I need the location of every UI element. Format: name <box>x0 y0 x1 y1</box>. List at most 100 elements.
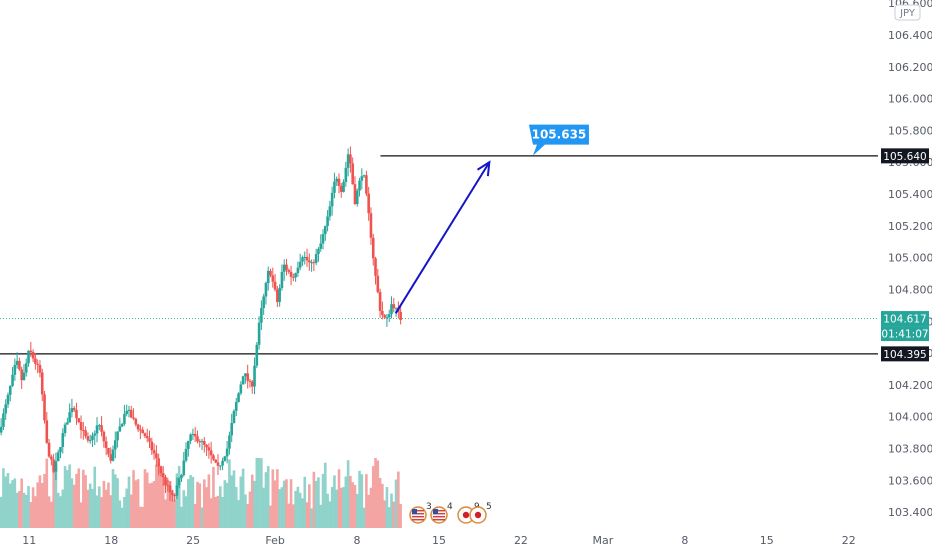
candle-body <box>218 465 222 467</box>
volume-bar <box>305 502 309 528</box>
candle-body <box>310 262 313 264</box>
volume-bar <box>335 489 339 528</box>
price-axis[interactable]: 106.600106.400106.200106.000105.800105.6… <box>881 0 932 519</box>
current-price-tag[interactable] <box>881 311 929 327</box>
candle-body <box>328 206 332 217</box>
candle-body <box>207 447 211 451</box>
volume-bar <box>230 475 234 528</box>
candle-body <box>127 409 131 412</box>
event-marker[interactable]: 3 <box>409 502 432 524</box>
volume-bar <box>182 490 186 528</box>
volume-bar <box>45 458 49 528</box>
volume-bar <box>54 463 58 528</box>
candle-body <box>84 430 87 437</box>
volume-bar <box>358 470 361 528</box>
candle-body <box>269 270 272 276</box>
candle-body <box>303 256 307 258</box>
volume-bar <box>148 483 151 528</box>
volume-bar <box>38 475 42 528</box>
candle-body <box>93 433 97 436</box>
volume-bar <box>139 506 142 528</box>
volume-bar <box>278 489 281 528</box>
flag-sun <box>462 511 470 519</box>
volume-bar <box>157 462 160 528</box>
volume-bar <box>177 465 181 528</box>
candle-body <box>278 287 281 302</box>
level-tag-lower[interactable] <box>881 346 929 362</box>
volume-bar <box>40 482 44 528</box>
candle-body <box>335 178 339 182</box>
candle-body <box>399 311 402 320</box>
candle-body <box>152 450 156 454</box>
flag-canton <box>412 509 417 514</box>
price-callout[interactable] <box>528 124 589 156</box>
volume-bar <box>390 493 393 528</box>
volume-bar <box>237 500 240 528</box>
candle-body <box>230 422 234 436</box>
candle-body <box>241 376 245 385</box>
volume-bar <box>321 473 325 528</box>
volume-bar <box>351 482 354 528</box>
event-marker[interactable]: 5 <box>469 502 492 524</box>
volume-bar <box>100 497 103 528</box>
volume-bar <box>175 473 179 528</box>
volume-bar <box>27 486 30 528</box>
time-tick-label: 22 <box>842 534 856 547</box>
candle-body <box>285 264 288 270</box>
time-tick-label: 25 <box>186 534 200 547</box>
volume-bar <box>34 496 37 528</box>
candle-body <box>120 423 124 427</box>
time-axis[interactable]: 11 18 25 Feb 8 15 22 Mar 8 15 22 <box>22 534 855 547</box>
candle-body <box>209 450 213 456</box>
volume-bar <box>141 507 144 528</box>
projection-arrow[interactable] <box>394 161 491 314</box>
flag-stripe <box>433 516 445 518</box>
currency-badge[interactable] <box>894 4 921 21</box>
current-price-tag-label: 104.617 <box>883 314 926 326</box>
volume-bar <box>346 460 350 528</box>
candle-body <box>387 314 391 318</box>
volume-bar <box>339 487 343 528</box>
volume-bar <box>214 496 218 528</box>
candle-body <box>360 176 364 181</box>
volume-bar <box>397 471 400 528</box>
volume-bar <box>212 466 215 528</box>
volume-bar <box>371 466 375 528</box>
candle-body <box>191 433 195 435</box>
level-tag-upper[interactable] <box>881 148 929 164</box>
volume-bar <box>353 484 357 528</box>
candle-body <box>95 425 99 434</box>
candle-body <box>50 456 53 460</box>
candle-body <box>264 282 268 297</box>
volume-bar <box>196 481 199 528</box>
volume-bar <box>143 469 147 528</box>
candle-body <box>333 181 336 193</box>
volume-bar <box>246 503 249 528</box>
candle-body <box>100 425 103 432</box>
volume-bar <box>232 470 236 528</box>
volume-bar <box>20 478 23 528</box>
volume-bar <box>244 494 247 528</box>
volume-bar <box>180 506 183 528</box>
volume-bar <box>269 505 272 528</box>
candle-body <box>109 454 113 461</box>
event-marker[interactable]: 4 <box>430 502 453 524</box>
price-tick-label: 105.000 <box>888 252 932 265</box>
candle-body <box>113 440 117 450</box>
volume-bar <box>56 492 60 528</box>
candle-body <box>161 473 165 478</box>
candle-body <box>168 485 172 493</box>
candle-body <box>104 441 108 449</box>
candle-body <box>216 462 220 466</box>
volume-bar <box>362 507 366 528</box>
candle-body <box>200 441 204 443</box>
candle-body <box>248 380 252 382</box>
countdown-tag[interactable] <box>881 326 929 342</box>
volume-bar <box>367 494 370 528</box>
volume-bar <box>109 495 113 528</box>
volume-bar <box>294 490 297 528</box>
candle-body <box>355 190 359 205</box>
volume-bar <box>116 478 119 528</box>
